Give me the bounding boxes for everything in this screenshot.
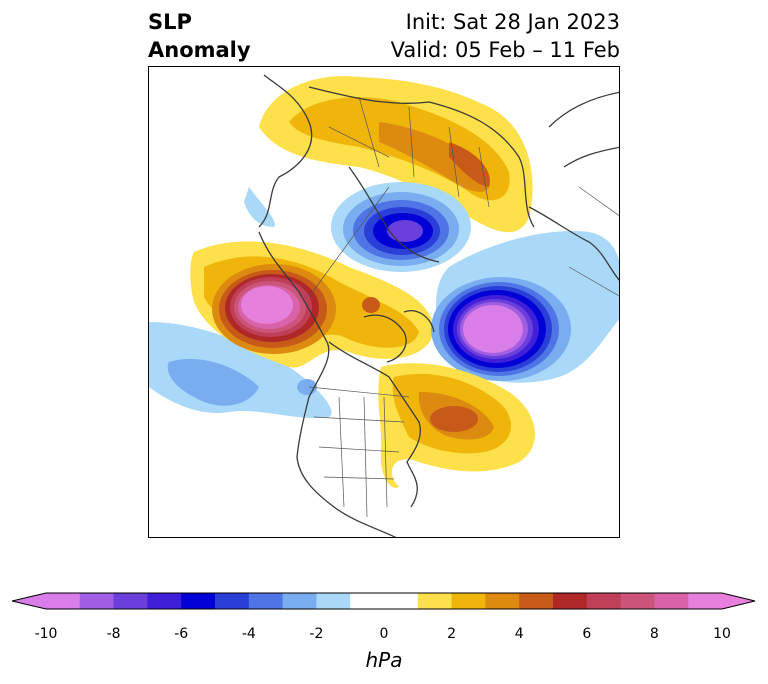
init-time: Init: Sat 28 Jan 2023	[405, 10, 620, 34]
chart-title-left: SLP Anomaly	[148, 8, 251, 64]
coastlines	[258, 74, 619, 537]
colorbar-bin	[46, 593, 81, 609]
valid-period: Valid: 05 Feb – 11 Feb	[390, 38, 620, 62]
colorbar-units: hPa	[365, 648, 403, 672]
colorbar-bin	[181, 593, 216, 609]
colorbar-tick-label: -2	[309, 626, 324, 642]
colorbar-tick-label: 10	[713, 626, 731, 642]
colorbar-tick-label: 0	[379, 626, 389, 642]
colorbar-bin	[113, 593, 148, 609]
colorbar-bin	[485, 593, 520, 609]
colorbar-bin	[417, 593, 453, 609]
chart-title-right: Init: Sat 28 Jan 2023 Valid: 05 Feb – 11…	[391, 8, 620, 64]
colorbar-tick-label: -10	[34, 626, 58, 642]
colorbar-outline	[11, 592, 756, 610]
colorbar-tick-label: 8	[649, 626, 659, 642]
colorbar-extend-high	[722, 593, 755, 609]
colorbar-extend-low	[12, 593, 46, 609]
colorbar-bins	[46, 593, 723, 609]
colorbar-bin	[147, 593, 182, 609]
colorbar-bin	[553, 593, 588, 609]
colorbar-bin	[384, 593, 419, 609]
colorbar-bin	[688, 593, 723, 609]
anomaly-map	[149, 67, 619, 537]
title-variable: SLP	[148, 10, 192, 34]
colorbar-tick-label: 4	[514, 626, 524, 642]
colorbar-bin	[620, 593, 655, 609]
positive-anomaly-gulf-of-alaska	[190, 241, 434, 368]
map-panel	[148, 66, 620, 538]
colorbar-bin	[282, 593, 317, 609]
colorbar-tick-label: 6	[582, 626, 592, 642]
colorbar-tick-label: -6	[174, 626, 189, 642]
colorbar-bin	[586, 593, 622, 609]
colorbar-tick-label: -4	[241, 626, 256, 642]
positive-anomaly-siberia	[259, 76, 533, 233]
negative-anomaly-arctic	[331, 182, 471, 272]
colorbar-tick-label: 2	[447, 626, 457, 642]
colorbar-bin	[79, 593, 115, 609]
colorbar-bin	[654, 593, 689, 609]
positive-anomaly-eastern-canada	[378, 363, 536, 488]
colorbar-bin	[316, 593, 351, 609]
colorbar	[11, 592, 756, 610]
colorbar-bin	[519, 593, 554, 609]
colorbar-bin	[350, 593, 385, 609]
colorbar-bin	[248, 593, 284, 609]
title-field: Anomaly	[148, 38, 251, 62]
colorbar-bin	[215, 593, 250, 609]
political-borders	[308, 96, 619, 518]
colorbar-tick-label: -8	[106, 626, 121, 642]
colorbar-bin	[451, 593, 486, 609]
negative-anomaly-north-atlantic	[431, 231, 619, 383]
